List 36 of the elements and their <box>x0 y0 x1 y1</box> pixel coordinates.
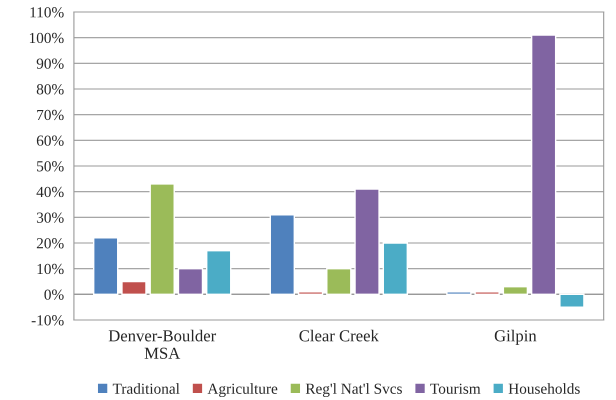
bar <box>178 268 204 296</box>
bar <box>298 291 324 296</box>
y-tick-label: 70% <box>37 110 64 120</box>
bar <box>474 291 500 296</box>
y-tick-label: -10% <box>32 315 64 326</box>
bar <box>150 183 175 296</box>
bar <box>121 280 147 296</box>
y-tick-label: 0% <box>44 289 64 300</box>
bar <box>382 242 408 296</box>
legend-label: Tourism <box>430 384 480 394</box>
legend-label: Reg'l Nat'l Svcs <box>306 383 402 398</box>
legend-label: Agriculture <box>208 383 278 398</box>
y-tick-label: 40% <box>36 186 64 198</box>
y-tick-label: 50% <box>37 161 64 172</box>
y-tick-label: 10% <box>38 264 64 274</box>
y-tick-label: 30% <box>36 212 64 223</box>
bar <box>270 214 295 296</box>
bar <box>354 188 380 296</box>
y-tick-label: 110% <box>30 7 64 18</box>
bar <box>93 237 118 296</box>
y-tick-label: 20% <box>36 238 64 248</box>
legend-label: Traditional <box>112 383 180 394</box>
bar <box>530 34 556 296</box>
y-tick-label: 90% <box>36 58 64 69</box>
bar <box>502 286 528 296</box>
x-tick-label: Denver-Boulder MSA <box>108 330 216 359</box>
bar <box>446 291 472 296</box>
legend-label: Households <box>508 383 580 394</box>
y-tick-label: 100% <box>30 32 64 44</box>
y-tick-label: 60% <box>36 135 64 146</box>
bar <box>326 268 352 296</box>
bar <box>206 250 232 296</box>
x-tick-label: Gilpin <box>494 330 536 345</box>
y-tick-label: 80% <box>36 84 64 94</box>
x-tick-label: Clear Creek <box>299 330 379 342</box>
bar <box>559 294 585 308</box>
